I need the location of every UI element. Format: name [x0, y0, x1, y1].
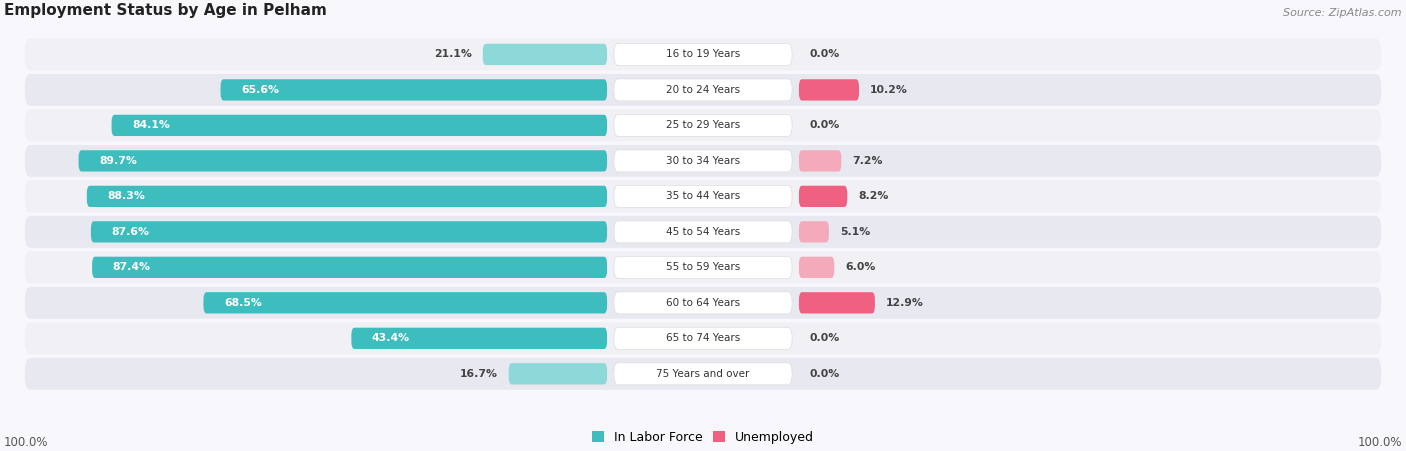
- Text: 45 to 54 Years: 45 to 54 Years: [666, 227, 740, 237]
- FancyBboxPatch shape: [25, 216, 1381, 248]
- Text: 30 to 34 Years: 30 to 34 Years: [666, 156, 740, 166]
- Text: 0.0%: 0.0%: [810, 333, 841, 343]
- FancyBboxPatch shape: [25, 180, 1381, 212]
- Text: 10.2%: 10.2%: [870, 85, 908, 95]
- FancyBboxPatch shape: [614, 43, 792, 65]
- FancyBboxPatch shape: [614, 185, 792, 207]
- Text: Source: ZipAtlas.com: Source: ZipAtlas.com: [1284, 8, 1402, 18]
- FancyBboxPatch shape: [614, 256, 792, 278]
- FancyBboxPatch shape: [93, 257, 607, 278]
- FancyBboxPatch shape: [799, 150, 841, 171]
- Text: 0.0%: 0.0%: [810, 369, 841, 379]
- FancyBboxPatch shape: [87, 186, 607, 207]
- Text: 89.7%: 89.7%: [98, 156, 136, 166]
- Text: 16.7%: 16.7%: [460, 369, 498, 379]
- Text: 5.1%: 5.1%: [839, 227, 870, 237]
- Legend: In Labor Force, Unemployed: In Labor Force, Unemployed: [586, 426, 820, 449]
- FancyBboxPatch shape: [25, 358, 1381, 390]
- FancyBboxPatch shape: [614, 327, 792, 350]
- FancyBboxPatch shape: [25, 38, 1381, 70]
- Text: 6.0%: 6.0%: [845, 262, 876, 272]
- FancyBboxPatch shape: [79, 150, 607, 171]
- FancyBboxPatch shape: [221, 79, 607, 101]
- Text: 68.5%: 68.5%: [224, 298, 262, 308]
- FancyBboxPatch shape: [25, 74, 1381, 106]
- FancyBboxPatch shape: [25, 110, 1381, 141]
- Text: 0.0%: 0.0%: [810, 120, 841, 130]
- FancyBboxPatch shape: [614, 221, 792, 243]
- Text: 0.0%: 0.0%: [810, 50, 841, 60]
- Text: 75 Years and over: 75 Years and over: [657, 369, 749, 379]
- Text: 60 to 64 Years: 60 to 64 Years: [666, 298, 740, 308]
- FancyBboxPatch shape: [799, 257, 834, 278]
- Text: 20 to 24 Years: 20 to 24 Years: [666, 85, 740, 95]
- Text: 43.4%: 43.4%: [373, 333, 411, 343]
- Text: 35 to 44 Years: 35 to 44 Years: [666, 191, 740, 202]
- FancyBboxPatch shape: [25, 287, 1381, 319]
- FancyBboxPatch shape: [482, 44, 607, 65]
- Text: 65 to 74 Years: 65 to 74 Years: [666, 333, 740, 343]
- FancyBboxPatch shape: [799, 221, 830, 243]
- Text: 84.1%: 84.1%: [132, 120, 170, 130]
- FancyBboxPatch shape: [509, 363, 607, 384]
- FancyBboxPatch shape: [91, 221, 607, 243]
- Text: 12.9%: 12.9%: [886, 298, 924, 308]
- FancyBboxPatch shape: [799, 292, 875, 313]
- FancyBboxPatch shape: [614, 79, 792, 101]
- FancyBboxPatch shape: [614, 115, 792, 136]
- Text: 65.6%: 65.6%: [240, 85, 280, 95]
- Text: 87.4%: 87.4%: [112, 262, 150, 272]
- Text: 7.2%: 7.2%: [852, 156, 883, 166]
- FancyBboxPatch shape: [614, 292, 792, 314]
- Text: 21.1%: 21.1%: [434, 50, 472, 60]
- FancyBboxPatch shape: [111, 115, 607, 136]
- Text: 8.2%: 8.2%: [858, 191, 889, 202]
- Text: 25 to 29 Years: 25 to 29 Years: [666, 120, 740, 130]
- Text: 88.3%: 88.3%: [107, 191, 145, 202]
- Text: 87.6%: 87.6%: [111, 227, 149, 237]
- FancyBboxPatch shape: [352, 328, 607, 349]
- Text: 55 to 59 Years: 55 to 59 Years: [666, 262, 740, 272]
- FancyBboxPatch shape: [799, 186, 848, 207]
- Text: 100.0%: 100.0%: [4, 436, 49, 449]
- FancyBboxPatch shape: [25, 145, 1381, 177]
- Text: 100.0%: 100.0%: [1357, 436, 1402, 449]
- Text: Employment Status by Age in Pelham: Employment Status by Age in Pelham: [4, 3, 328, 18]
- FancyBboxPatch shape: [25, 322, 1381, 354]
- FancyBboxPatch shape: [799, 79, 859, 101]
- FancyBboxPatch shape: [25, 251, 1381, 283]
- Text: 16 to 19 Years: 16 to 19 Years: [666, 50, 740, 60]
- FancyBboxPatch shape: [204, 292, 607, 313]
- FancyBboxPatch shape: [614, 150, 792, 172]
- FancyBboxPatch shape: [614, 363, 792, 385]
